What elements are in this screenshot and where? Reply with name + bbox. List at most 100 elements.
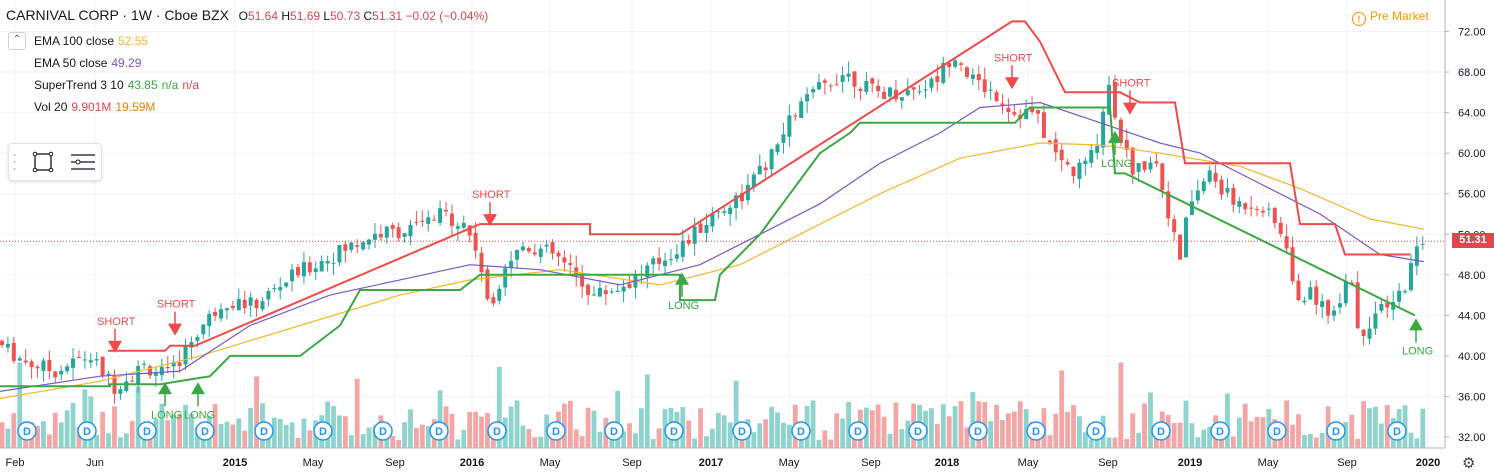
long-arrow-icon bbox=[1409, 318, 1423, 331]
candle-body bbox=[23, 360, 28, 363]
indicator-value: 9.901M bbox=[71, 100, 112, 114]
candle-body bbox=[1065, 162, 1070, 165]
dividend-label: D bbox=[610, 426, 618, 438]
candle-body bbox=[609, 291, 614, 293]
candle-body bbox=[982, 79, 987, 93]
volume-bar bbox=[1142, 403, 1147, 448]
time-tick-label: Feb bbox=[6, 457, 25, 469]
candle-body bbox=[1260, 210, 1265, 213]
indicator-name: EMA 50 close bbox=[34, 56, 108, 70]
candle-body bbox=[597, 287, 602, 297]
volume-bar bbox=[1248, 421, 1254, 448]
candle-body bbox=[1290, 247, 1295, 282]
short-arrow-icon bbox=[168, 323, 182, 336]
indicator-legend-row[interactable]: SuperTrend 3 10 43.85 n/a n/a bbox=[34, 78, 199, 92]
candle-body bbox=[449, 213, 454, 226]
dividend-marker bbox=[848, 421, 868, 441]
settings-lines-icon[interactable] bbox=[69, 150, 97, 174]
candle-body bbox=[1089, 150, 1094, 163]
volume-bar bbox=[177, 413, 182, 448]
close-value: 51.31 bbox=[372, 9, 403, 23]
collapse-legend-button[interactable]: ⌃ bbox=[8, 32, 26, 50]
low-value: 50.73 bbox=[330, 9, 361, 23]
candle-body bbox=[71, 358, 76, 368]
volume-bar bbox=[710, 428, 715, 448]
candle-body bbox=[603, 290, 608, 295]
volume-bar bbox=[822, 430, 828, 448]
candle-body bbox=[905, 90, 910, 96]
volume-bar bbox=[597, 431, 603, 448]
volume-bar bbox=[686, 420, 692, 448]
candle-body bbox=[876, 85, 881, 92]
price-tick-label: 72.00 bbox=[1458, 27, 1486, 39]
time-tick-label: May bbox=[303, 457, 324, 469]
indicator-name: SuperTrend 3 10 bbox=[34, 78, 124, 92]
volume-bar bbox=[893, 402, 899, 448]
candle-body bbox=[242, 299, 247, 308]
volume-bar bbox=[348, 435, 354, 448]
short-signal-label: SHORT bbox=[97, 316, 136, 328]
candle-body bbox=[136, 365, 141, 384]
volume-bar bbox=[171, 414, 177, 448]
candle-body bbox=[816, 82, 821, 90]
volume-bar bbox=[573, 429, 579, 448]
candle-body bbox=[947, 62, 952, 68]
indicator-legend-row[interactable]: EMA 100 close 52.55 bbox=[34, 34, 148, 48]
candle-body bbox=[917, 91, 922, 93]
volume-bar bbox=[1414, 438, 1420, 448]
indicator-legend-row[interactable]: Vol 20 9.901M 19.59M bbox=[34, 100, 155, 114]
candle-body bbox=[556, 252, 561, 257]
candle-body bbox=[438, 208, 443, 223]
candle-body bbox=[100, 356, 105, 377]
candle-body bbox=[1213, 172, 1218, 182]
candle-body bbox=[319, 261, 324, 272]
symbol-title[interactable]: CARNIVAL CORP · 1W · Cboe BZX bbox=[6, 7, 230, 23]
candle-body bbox=[929, 78, 934, 88]
candle-body bbox=[1414, 246, 1419, 266]
dividend-label: D bbox=[914, 426, 922, 438]
volume-bar bbox=[1319, 432, 1325, 448]
volume-bar bbox=[1284, 400, 1290, 448]
candle-body bbox=[124, 381, 129, 391]
time-tick-label: 2018 bbox=[935, 457, 959, 469]
volume-bar bbox=[254, 376, 259, 448]
candle-body bbox=[1077, 162, 1082, 179]
volume-bar bbox=[277, 418, 283, 448]
time-tick-label: 2020 bbox=[1416, 457, 1440, 469]
volume-bar bbox=[751, 432, 757, 448]
volume-bar bbox=[1355, 438, 1361, 448]
dividend-marker bbox=[373, 421, 393, 441]
candle-body bbox=[260, 301, 265, 310]
candle-body bbox=[0, 340, 4, 346]
gear-icon[interactable]: ⚙ bbox=[1462, 455, 1476, 472]
candle-body bbox=[1266, 208, 1271, 210]
dividend-marker bbox=[313, 421, 333, 441]
candle-body bbox=[65, 366, 70, 372]
candle-body bbox=[953, 60, 958, 67]
volume-bar bbox=[5, 428, 11, 448]
candle-body bbox=[367, 239, 372, 245]
candle-body bbox=[236, 298, 241, 311]
premarket-badge[interactable]: ! Pre Market bbox=[1352, 9, 1429, 26]
candle-body bbox=[1184, 217, 1188, 258]
candle-body bbox=[118, 389, 123, 394]
candle-body bbox=[148, 366, 152, 376]
volume-bar bbox=[236, 418, 242, 448]
supertrend-down-line bbox=[108, 20, 1410, 352]
candle-body bbox=[503, 268, 508, 288]
volume-bar bbox=[165, 420, 171, 448]
candle-body bbox=[1355, 282, 1360, 329]
indicator-legend-row[interactable]: EMA 50 close 49.29 bbox=[34, 56, 141, 70]
indicator-value: 52.55 bbox=[118, 34, 149, 48]
volume-bar bbox=[1148, 392, 1153, 448]
volume-bar bbox=[455, 439, 461, 448]
indicator-lines bbox=[0, 20, 1445, 400]
volume-bar bbox=[816, 439, 822, 448]
candle-body bbox=[408, 224, 413, 237]
candle-body bbox=[763, 167, 768, 171]
rectangle-tool-icon[interactable] bbox=[31, 150, 55, 174]
drag-grip-icon[interactable] bbox=[13, 152, 16, 172]
volume-bar bbox=[141, 436, 147, 448]
